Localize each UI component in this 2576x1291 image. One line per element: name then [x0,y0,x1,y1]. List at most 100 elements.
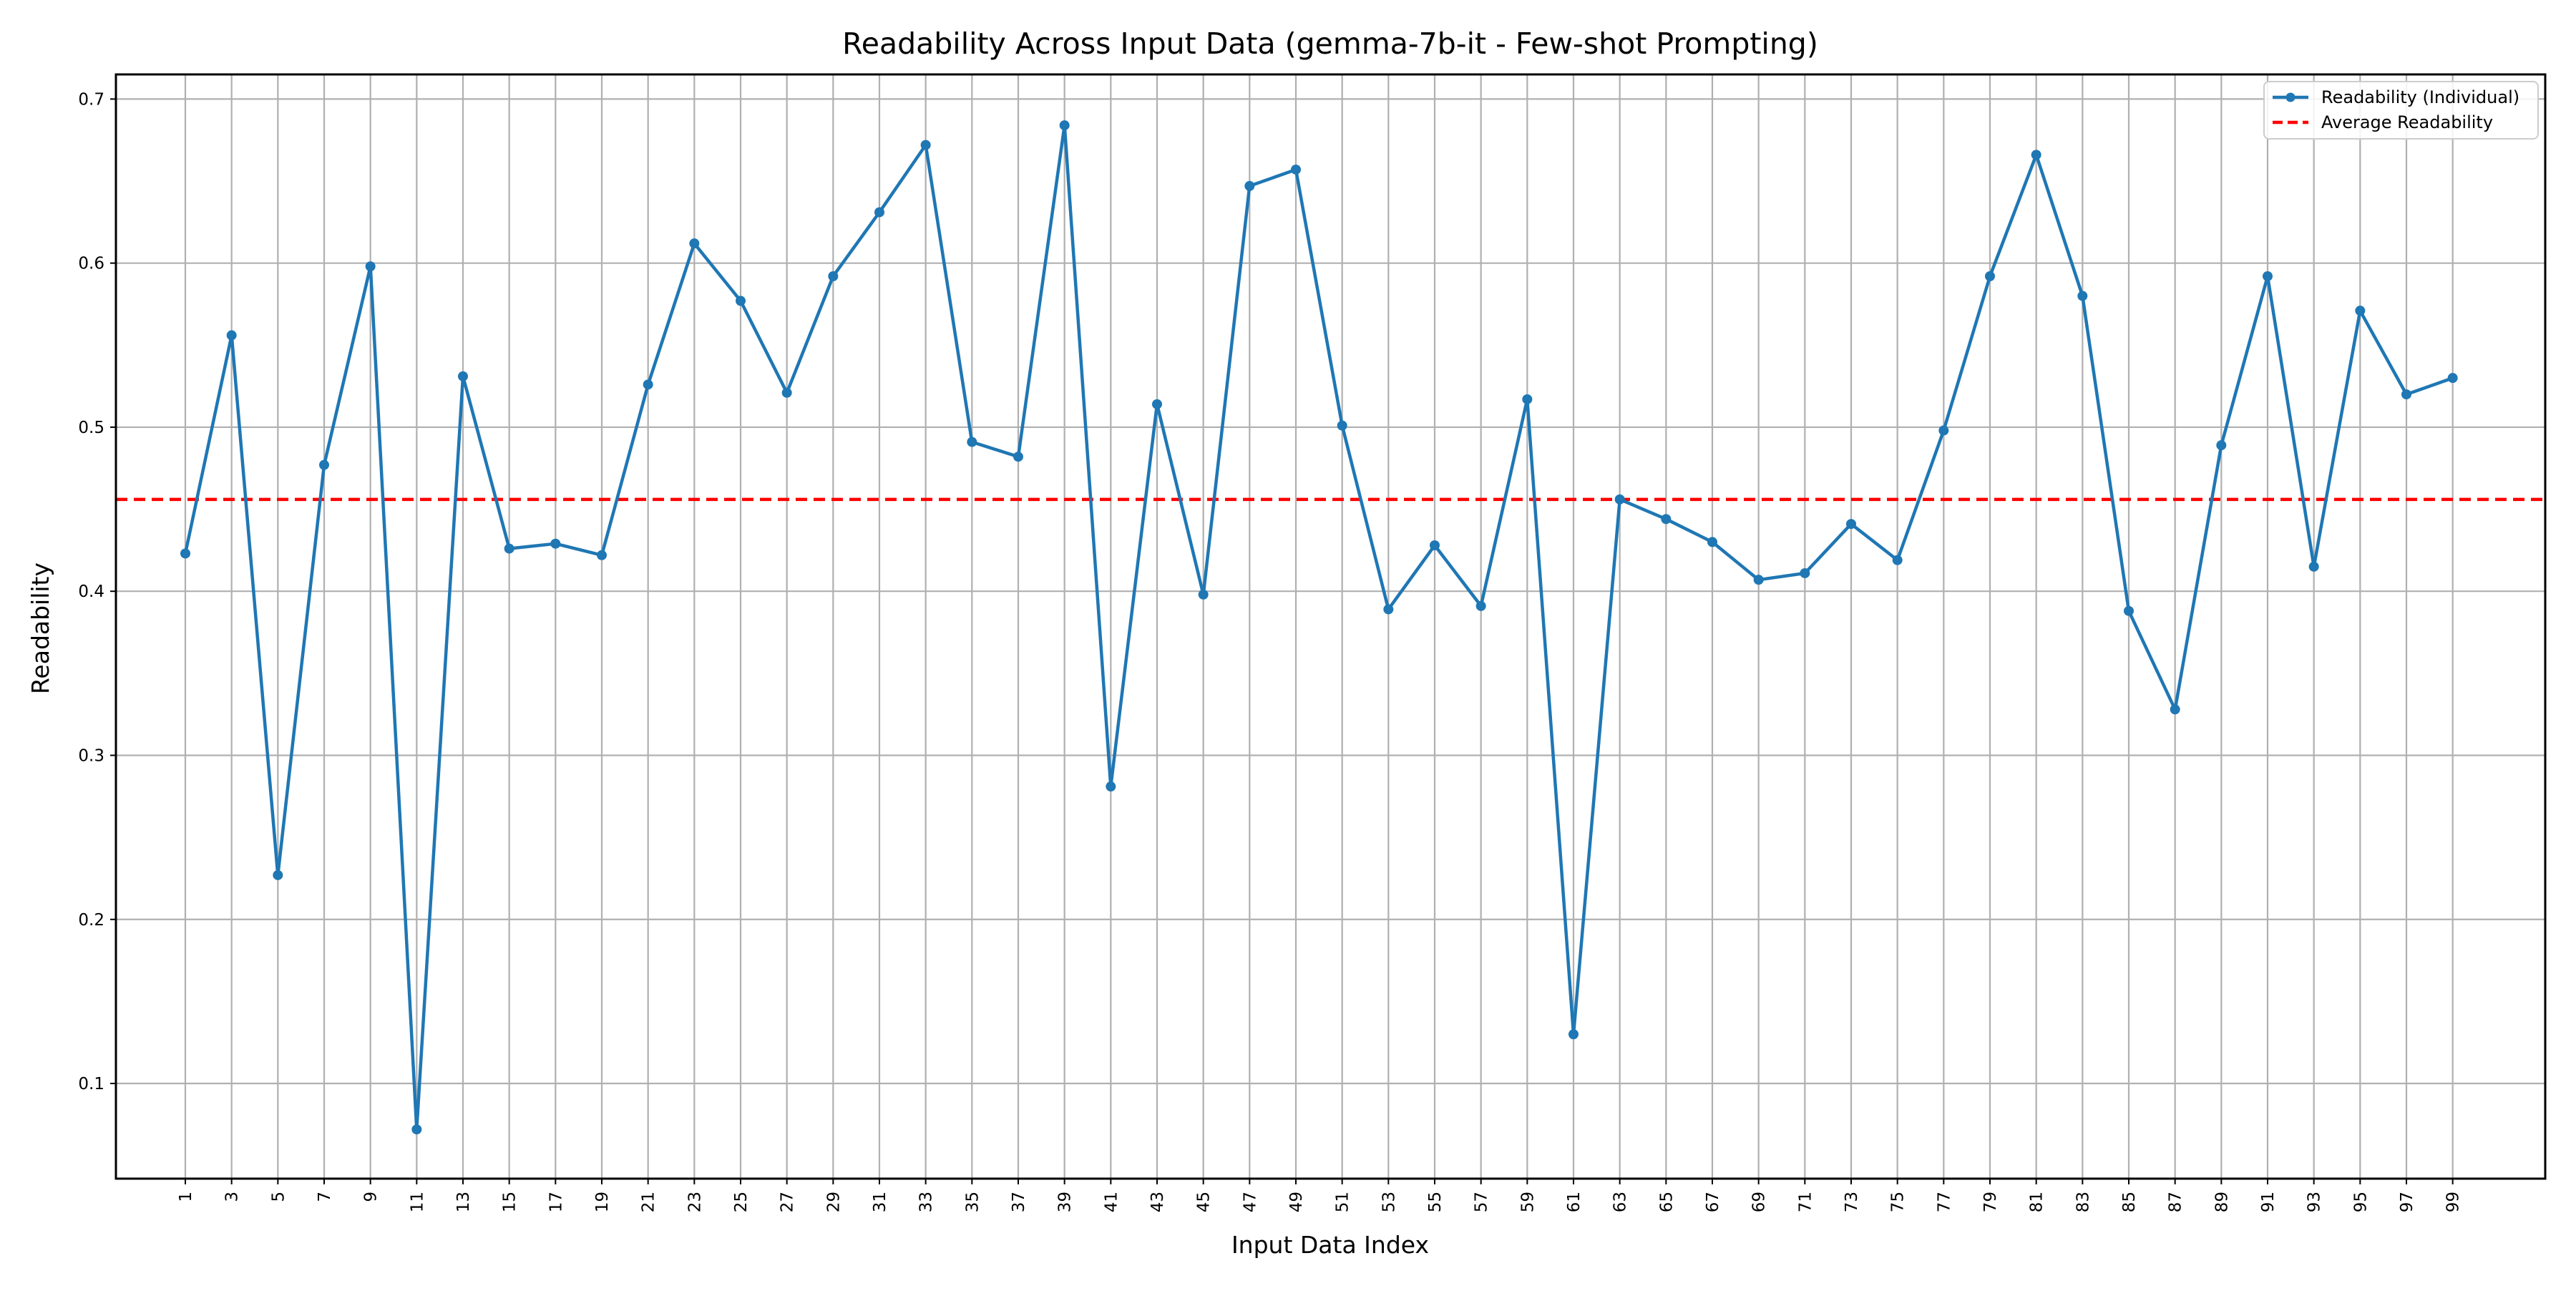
x-axis-ticks: 1 3 5 7 9 11 13 15 17 19 21 23 25 27 29 31 33 35 37 39 41 43 4… [177,1179,2463,1212]
y-tick-label: 0.1 [78,1075,104,1093]
x-tick-label: 79 [1981,1192,2000,1212]
x-tick-label: 49 [1287,1192,1306,1212]
data-point [643,379,653,390]
x-tick-label: 23 [686,1192,704,1212]
data-point [1661,514,1672,525]
data-point [597,550,607,560]
data-point [273,869,283,880]
x-tick-label: 65 [1657,1192,1676,1212]
data-point [689,238,700,249]
y-axis-ticks: 0.1 0.2 0.3 0.4 0.5 0.6 0.7 [78,90,116,1093]
x-tick-label: 93 [2306,1192,2324,1212]
x-tick-label: 99 [2444,1192,2463,1212]
x-tick-label: 33 [917,1192,936,1212]
data-point [2308,561,2319,572]
x-tick-label: 29 [824,1192,843,1212]
x-tick-label: 1 [177,1192,195,1202]
data-point [1430,540,1440,551]
data-point [1568,1029,1579,1040]
data-point [1985,271,1995,282]
x-tick-label: 47 [1241,1192,1259,1212]
x-tick-label: 59 [1518,1192,1537,1212]
x-tick-label: 85 [2120,1192,2139,1212]
data-point [1152,399,1162,409]
data-point [1291,164,1301,175]
data-point [319,459,329,470]
data-point [874,207,884,218]
chart-title: Readability Across Input Data (gemma-7b-… [842,26,1818,61]
data-point [1938,425,1949,436]
x-tick-label: 87 [2167,1192,2185,1212]
data-point [1522,394,1533,404]
x-tick-label: 61 [1565,1192,1584,1212]
legend-label-average: Average Readability [2321,112,2493,132]
chart-legend: Readability (Individual) Average Readabi… [2263,81,2539,140]
x-tick-label: 91 [2259,1192,2278,1212]
x-tick-label: 53 [1380,1192,1398,1212]
x-tick-label: 9 [362,1192,381,1202]
x-tick-label: 69 [1750,1192,1769,1212]
data-point [1383,604,1394,615]
x-tick-label: 11 [408,1192,426,1212]
data-point [1244,180,1255,191]
data-point [365,261,376,272]
x-tick-label: 81 [2028,1192,2046,1212]
data-point [1106,781,1116,792]
x-tick-label: 89 [2212,1192,2231,1212]
y-tick-label: 0.2 [78,911,104,930]
x-tick-label: 95 [2351,1192,2370,1212]
series-layer [180,120,2458,1135]
legend-box [2263,81,2539,140]
y-tick-label: 0.4 [78,583,104,601]
y-tick-label: 0.7 [78,90,104,109]
x-tick-label: 71 [1796,1192,1815,1212]
x-tick-label: 27 [779,1192,797,1212]
x-tick-label: 19 [593,1192,612,1212]
data-point [1707,537,1717,547]
y-tick-label: 0.5 [78,419,104,437]
x-tick-label: 51 [1334,1192,1352,1212]
x-tick-label: 17 [547,1192,565,1212]
data-point [828,271,839,282]
data-point [2216,440,2227,451]
data-point [1059,120,1070,131]
x-tick-label: 15 [501,1192,519,1212]
legend-marker-individual [2285,92,2296,102]
x-tick-label: 75 [1889,1192,1908,1212]
x-tick-label: 21 [640,1192,658,1212]
data-point [2077,291,2088,301]
data-point [2263,271,2273,282]
data-point [550,538,561,549]
data-point [781,387,792,398]
data-point [1013,452,1023,462]
data-point [1198,589,1209,600]
data-point [1753,575,1764,585]
data-point [2031,150,2041,160]
x-tick-label: 43 [1148,1192,1167,1212]
grid-lines [116,74,2545,1179]
x-tick-label: 13 [454,1192,473,1212]
x-tick-label: 63 [1611,1192,1630,1212]
series-line-individual [183,123,2454,1131]
x-tick-label: 55 [1426,1192,1445,1212]
x-tick-label: 7 [316,1192,334,1202]
data-point [920,140,931,150]
data-point [411,1124,422,1135]
data-point [1846,519,1856,530]
data-point [504,543,514,554]
x-axis-label: Input Data Index [1231,1231,1429,1259]
x-tick-label: 37 [1010,1192,1028,1212]
data-point [226,330,237,341]
data-point [180,548,190,559]
y-tick-label: 0.3 [78,746,104,765]
legend-label-individual: Readability (Individual) [2321,87,2519,107]
data-point [1614,494,1625,505]
x-tick-label: 41 [1102,1192,1121,1212]
x-tick-label: 35 [963,1192,982,1212]
x-tick-label: 67 [1704,1192,1722,1212]
data-point [2401,389,2411,400]
x-tick-label: 73 [1843,1192,1861,1212]
x-tick-label: 57 [1473,1192,1491,1212]
x-tick-label: 3 [223,1192,242,1202]
